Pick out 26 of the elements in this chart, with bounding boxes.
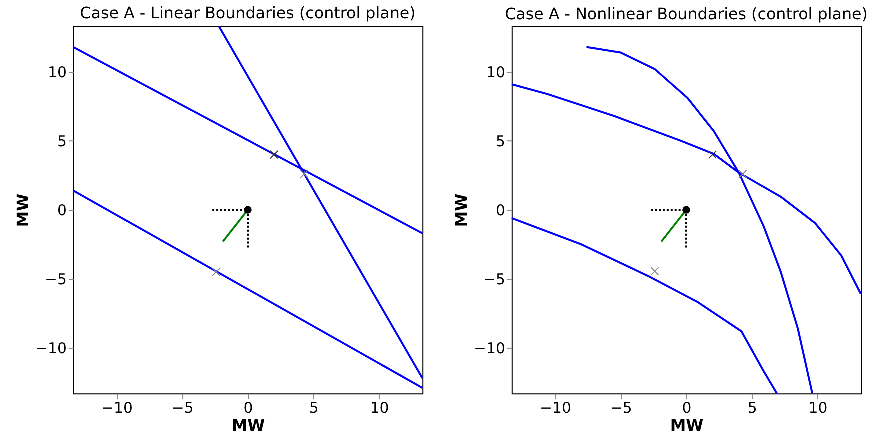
y-tick-label: 0 bbox=[496, 202, 506, 220]
x-axis-title: MW bbox=[232, 416, 266, 435]
chart-title: Case A - Linear Boundaries (control plane) bbox=[80, 4, 416, 23]
y-axis-title: MW bbox=[14, 194, 33, 228]
y-tick-label: 5 bbox=[57, 132, 67, 151]
x-axis-title: MW bbox=[670, 416, 704, 435]
y-tick-label: −10 bbox=[36, 340, 67, 358]
x-tick-label: 10 bbox=[808, 398, 828, 417]
x-tick-label: 5 bbox=[309, 398, 319, 417]
x-tick-label: −10 bbox=[540, 398, 572, 417]
y-tick-label: 5 bbox=[496, 132, 506, 151]
y-tick-label: 0 bbox=[57, 202, 67, 220]
y-tick-label: −5 bbox=[484, 270, 506, 289]
y-tick-label: 10 bbox=[486, 64, 506, 82]
y-tick-label: −5 bbox=[45, 270, 67, 289]
x-tick-label: 0 bbox=[682, 398, 692, 417]
x-tick-label: −5 bbox=[172, 398, 194, 417]
x-tick-label: 5 bbox=[748, 398, 758, 417]
y-tick-label: 10 bbox=[48, 64, 67, 82]
y-tick-label: −10 bbox=[474, 340, 506, 358]
x-tick-label: −10 bbox=[102, 398, 133, 417]
x-tick-label: −5 bbox=[610, 398, 632, 417]
y-axis-title: MW bbox=[452, 194, 472, 228]
x-tick-label: 0 bbox=[244, 398, 254, 417]
x-tick-label: 10 bbox=[370, 398, 390, 417]
chart-title: Case A - Nonlinear Boundaries (control plane) bbox=[505, 4, 868, 24]
